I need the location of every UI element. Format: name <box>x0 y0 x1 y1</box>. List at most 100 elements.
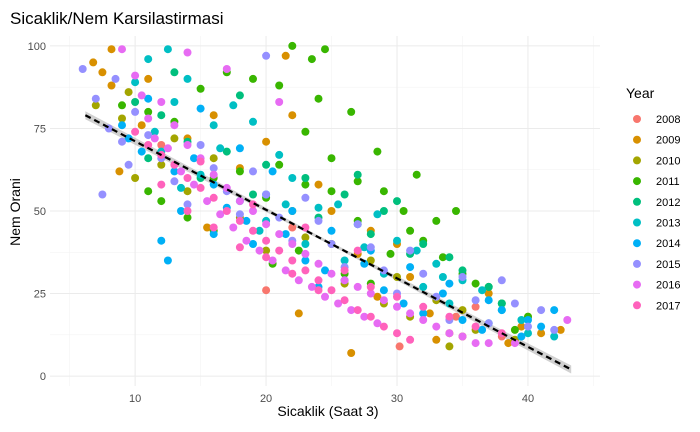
data-point <box>484 282 493 291</box>
data-point <box>373 319 382 328</box>
data-point <box>432 335 441 344</box>
data-point <box>242 216 251 225</box>
x-axis-ticks: 10 20 30 40 <box>129 393 534 405</box>
x-tick-label: 40 <box>522 393 534 405</box>
chart-title: Sicaklik/Nem Karsilastirmasi <box>10 9 223 28</box>
data-point <box>209 154 218 163</box>
data-point <box>91 101 100 110</box>
data-point <box>209 170 218 179</box>
data-point <box>360 312 369 321</box>
y-axis-title: Nem Orani <box>7 178 23 246</box>
data-point <box>471 322 480 331</box>
data-point <box>373 292 382 301</box>
data-point <box>196 84 205 93</box>
data-point <box>144 114 153 123</box>
data-point <box>347 107 356 116</box>
data-point <box>98 68 107 77</box>
data-point <box>379 187 388 196</box>
data-point <box>131 107 140 116</box>
legend-key <box>633 177 641 186</box>
data-point <box>471 302 480 311</box>
data-point <box>471 279 480 288</box>
y-axis-ticks: 0 25 50 75 100 <box>28 41 46 383</box>
data-point <box>115 167 124 176</box>
data-point <box>131 71 140 80</box>
legend-key <box>633 135 641 144</box>
data-point <box>340 266 349 275</box>
data-point <box>556 325 565 334</box>
data-point <box>419 282 428 291</box>
data-point <box>379 286 388 295</box>
data-point <box>196 183 205 192</box>
data-point <box>445 253 454 262</box>
data-point <box>262 220 271 229</box>
data-point <box>288 256 297 265</box>
data-point <box>458 316 467 324</box>
data-point <box>399 299 408 308</box>
legend-item-2015: 2015 <box>633 259 680 271</box>
data-point <box>170 167 179 176</box>
series-2010 <box>91 88 532 351</box>
data-point <box>183 200 192 209</box>
data-point <box>353 246 362 255</box>
data-point <box>288 174 297 182</box>
data-point <box>340 296 349 305</box>
data-point <box>301 233 310 242</box>
y-tick-label: 25 <box>34 289 46 301</box>
data-point <box>314 276 323 285</box>
data-point <box>537 329 546 338</box>
data-point <box>452 207 460 215</box>
data-point <box>386 249 395 258</box>
data-point <box>235 144 244 153</box>
data-point <box>340 276 349 285</box>
data-point <box>157 180 166 189</box>
data-point <box>190 180 198 189</box>
legend-key <box>633 218 641 227</box>
y-tick-label: 50 <box>34 206 46 218</box>
data-point <box>170 121 179 130</box>
data-point <box>452 312 460 321</box>
data-point <box>419 309 428 318</box>
legend-label: 2011 <box>656 176 680 188</box>
data-point <box>550 306 559 315</box>
legend-key <box>633 197 641 206</box>
data-point <box>497 299 506 308</box>
data-point <box>249 190 257 199</box>
data-point <box>550 332 559 341</box>
data-point <box>124 134 133 143</box>
legend-label: 2015 <box>656 259 680 271</box>
data-point <box>438 253 447 262</box>
data-point <box>150 134 159 143</box>
data-point <box>412 170 421 179</box>
data-point <box>432 216 441 225</box>
data-point <box>275 230 284 239</box>
data-point <box>91 94 100 103</box>
data-point <box>366 230 375 239</box>
data-point <box>235 210 244 219</box>
data-point <box>235 91 244 100</box>
data-point <box>510 299 519 308</box>
data-point <box>262 51 271 60</box>
data-point <box>249 207 257 215</box>
legend-item-2008: 2008 <box>633 114 680 126</box>
data-point <box>327 207 336 215</box>
data-point <box>327 187 336 196</box>
data-point <box>196 157 205 166</box>
legend-item-2017: 2017 <box>633 300 680 312</box>
legend-items: 2008 2009 2010 2011 2012 2013 2014 2015 2016 2017 <box>633 114 680 312</box>
data-point <box>144 107 153 116</box>
data-point <box>294 309 303 318</box>
data-point <box>373 210 382 219</box>
data-point <box>471 296 480 305</box>
data-point <box>249 226 257 235</box>
data-point <box>340 190 349 199</box>
data-point <box>235 167 244 176</box>
data-point <box>314 286 323 295</box>
data-point <box>137 147 146 156</box>
data-point <box>432 322 441 331</box>
data-point <box>524 316 532 324</box>
data-point <box>144 187 153 196</box>
data-point <box>471 339 480 348</box>
data-point <box>321 292 329 301</box>
data-point <box>137 121 146 130</box>
